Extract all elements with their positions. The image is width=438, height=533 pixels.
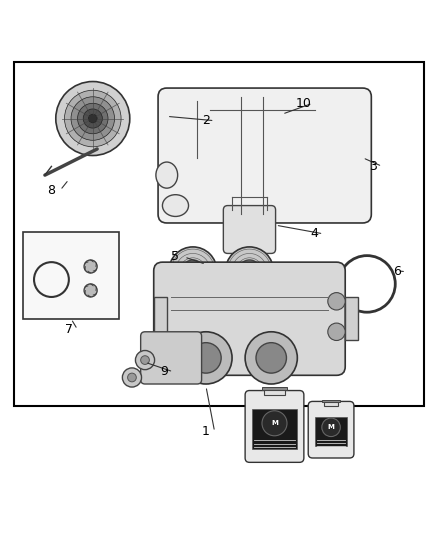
- Circle shape: [262, 411, 287, 436]
- Circle shape: [78, 103, 108, 134]
- Circle shape: [141, 356, 149, 365]
- Circle shape: [84, 284, 97, 297]
- Circle shape: [328, 323, 345, 341]
- Bar: [14, 62, 424, 406]
- Bar: [154, 297, 167, 341]
- FancyBboxPatch shape: [158, 88, 371, 223]
- Bar: [252, 409, 297, 449]
- Text: M: M: [328, 424, 335, 430]
- Text: 8: 8: [47, 184, 56, 197]
- FancyBboxPatch shape: [308, 401, 354, 458]
- Text: 4: 4: [311, 228, 319, 240]
- FancyBboxPatch shape: [141, 332, 201, 384]
- Text: M: M: [271, 421, 278, 426]
- Text: 2: 2: [202, 114, 210, 127]
- Circle shape: [328, 293, 345, 310]
- Circle shape: [245, 332, 297, 384]
- Circle shape: [239, 260, 260, 282]
- Circle shape: [169, 247, 217, 295]
- Text: 9: 9: [161, 365, 169, 378]
- Circle shape: [56, 82, 130, 156]
- Text: 10: 10: [296, 97, 312, 110]
- FancyBboxPatch shape: [154, 262, 345, 375]
- Circle shape: [71, 97, 115, 140]
- FancyBboxPatch shape: [223, 206, 276, 254]
- Circle shape: [83, 109, 102, 128]
- Text: 7: 7: [65, 323, 73, 336]
- Circle shape: [64, 90, 121, 147]
- Ellipse shape: [156, 162, 178, 188]
- Circle shape: [191, 343, 221, 373]
- Bar: [324, 402, 339, 406]
- Bar: [322, 400, 340, 402]
- Circle shape: [88, 114, 97, 123]
- Bar: [315, 417, 347, 447]
- Bar: [23, 232, 119, 319]
- Text: 6: 6: [393, 265, 401, 278]
- Bar: [262, 386, 287, 390]
- Circle shape: [182, 260, 204, 282]
- Circle shape: [180, 332, 232, 384]
- Circle shape: [84, 260, 97, 273]
- Bar: [265, 390, 285, 395]
- Circle shape: [256, 343, 286, 373]
- Ellipse shape: [162, 195, 188, 216]
- Circle shape: [226, 247, 273, 295]
- Circle shape: [122, 368, 141, 387]
- Circle shape: [127, 373, 136, 382]
- Text: 1: 1: [202, 425, 210, 438]
- Circle shape: [322, 418, 340, 437]
- FancyBboxPatch shape: [245, 391, 304, 462]
- Text: 3: 3: [370, 160, 378, 173]
- Circle shape: [135, 351, 155, 370]
- Bar: [345, 297, 358, 341]
- Text: 5: 5: [172, 251, 180, 263]
